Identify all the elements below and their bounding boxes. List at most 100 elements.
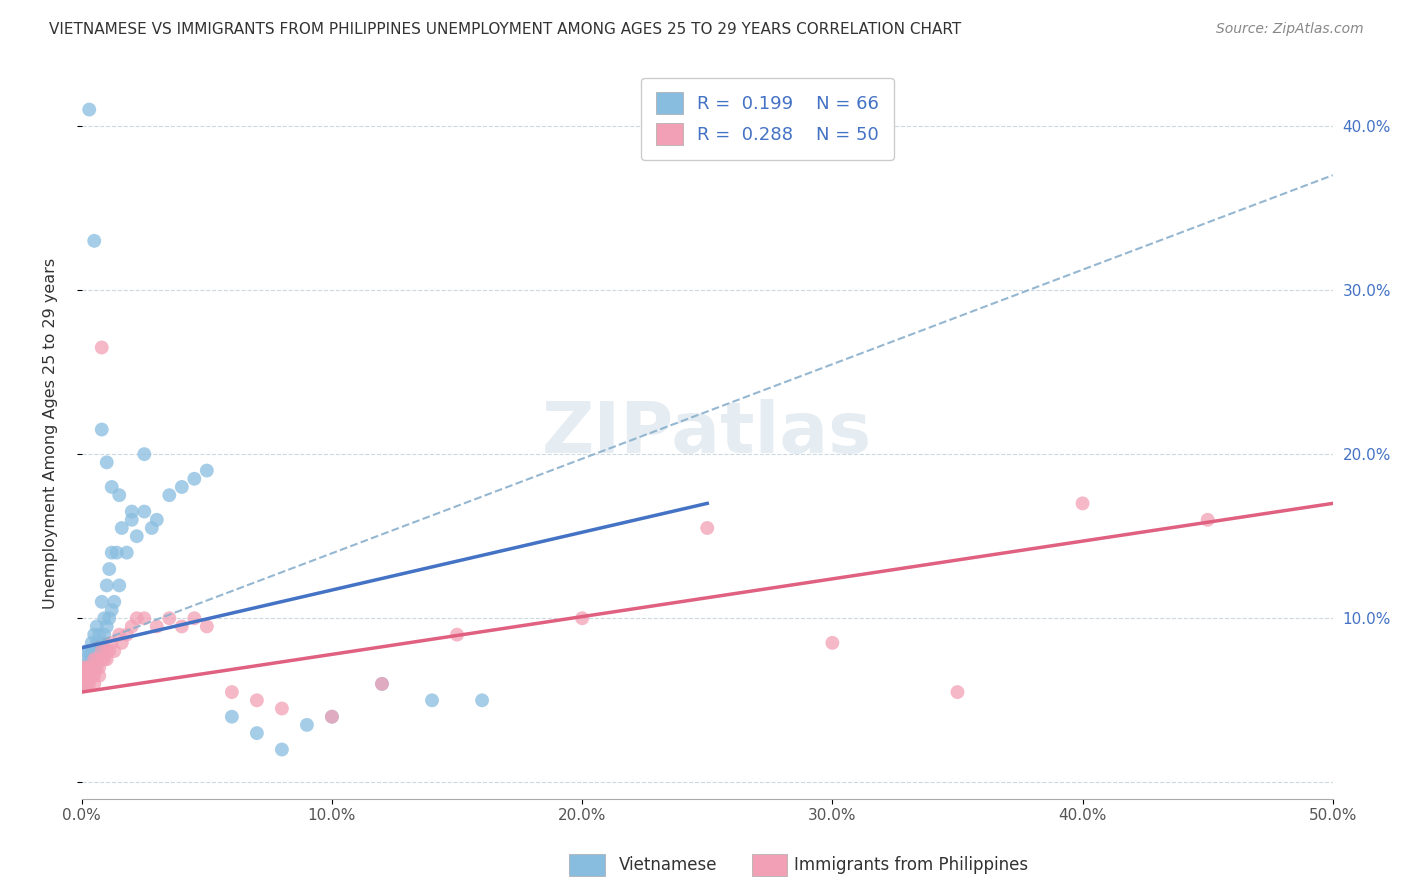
Point: [946, 685, 969, 699]
Point: [86, 652, 108, 666]
Point: [80, 644, 103, 658]
Point: [76, 660, 98, 674]
Point: [73, 668, 96, 682]
Point: [170, 619, 193, 633]
Point: [821, 636, 844, 650]
Point: [371, 677, 394, 691]
Point: [90, 341, 112, 355]
Point: [76, 660, 98, 674]
Point: [246, 726, 269, 740]
Point: [93, 611, 115, 625]
Point: [77, 668, 100, 682]
Point: [111, 521, 134, 535]
Point: [77, 660, 100, 674]
Point: [108, 628, 131, 642]
Point: [98, 611, 121, 625]
Point: [89, 628, 111, 642]
Point: [83, 652, 105, 666]
Point: [115, 546, 138, 560]
Point: [76, 652, 98, 666]
Point: [83, 677, 105, 691]
Point: [121, 505, 143, 519]
Point: [73, 677, 96, 691]
Point: [96, 652, 118, 666]
Point: [103, 595, 125, 609]
Text: VIETNAMESE VS IMMIGRANTS FROM PHILIPPINES UNEMPLOYMENT AMONG AGES 25 TO 29 YEARS: VIETNAMESE VS IMMIGRANTS FROM PHILIPPINE…: [49, 22, 962, 37]
Point: [170, 480, 193, 494]
Point: [90, 652, 112, 666]
Point: [80, 668, 103, 682]
Point: [76, 677, 98, 691]
Text: Immigrants from Philippines: Immigrants from Philippines: [794, 856, 1029, 874]
Text: Source: ZipAtlas.com: Source: ZipAtlas.com: [1216, 22, 1364, 37]
Point: [696, 521, 718, 535]
Point: [86, 619, 108, 633]
Point: [125, 611, 148, 625]
Point: [77, 668, 100, 682]
Point: [115, 628, 138, 642]
Point: [83, 644, 105, 658]
Point: [121, 513, 143, 527]
Point: [100, 603, 122, 617]
Point: [195, 464, 218, 478]
Point: [96, 619, 118, 633]
Point: [157, 611, 180, 625]
Point: [100, 480, 122, 494]
Point: [246, 693, 269, 707]
Point: [90, 636, 112, 650]
Point: [270, 701, 292, 715]
Point: [195, 619, 218, 633]
Y-axis label: Unemployment Among Ages 25 to 29 years: Unemployment Among Ages 25 to 29 years: [44, 258, 58, 609]
Point: [100, 636, 122, 650]
Point: [105, 546, 128, 560]
Point: [371, 677, 394, 691]
Point: [321, 709, 343, 723]
Point: [295, 718, 318, 732]
Point: [73, 668, 96, 682]
Point: [89, 660, 111, 674]
Point: [73, 660, 96, 674]
Point: [321, 709, 343, 723]
Text: ZIPatlas: ZIPatlas: [543, 399, 872, 468]
Point: [134, 505, 156, 519]
Point: [125, 529, 148, 543]
Point: [141, 521, 163, 535]
Point: [73, 660, 96, 674]
Point: [471, 693, 494, 707]
Point: [98, 644, 121, 658]
Point: [80, 636, 103, 650]
Point: [73, 677, 96, 691]
Text: Vietnamese: Vietnamese: [619, 856, 717, 874]
Point: [111, 636, 134, 650]
Point: [146, 619, 169, 633]
Point: [93, 628, 115, 642]
Point: [80, 660, 103, 674]
Point: [157, 488, 180, 502]
Point: [83, 652, 105, 666]
Point: [183, 472, 205, 486]
Point: [86, 644, 108, 658]
Point: [83, 234, 105, 248]
Point: [86, 636, 108, 650]
Point: [571, 611, 593, 625]
Point: [183, 611, 205, 625]
Point: [98, 562, 121, 576]
Point: [83, 668, 105, 682]
Legend: R =  0.199    N = 66, R =  0.288    N = 50: R = 0.199 N = 66, R = 0.288 N = 50: [641, 78, 893, 160]
Point: [86, 660, 108, 674]
Point: [90, 595, 112, 609]
Point: [83, 660, 105, 674]
Point: [93, 652, 115, 666]
Point: [270, 742, 292, 756]
Point: [77, 660, 100, 674]
Point: [108, 578, 131, 592]
Point: [77, 652, 100, 666]
Point: [77, 644, 100, 658]
Point: [76, 668, 98, 682]
Point: [89, 636, 111, 650]
Point: [221, 685, 243, 699]
Point: [1071, 496, 1094, 510]
Point: [134, 611, 156, 625]
Point: [83, 628, 105, 642]
Point: [121, 619, 143, 633]
